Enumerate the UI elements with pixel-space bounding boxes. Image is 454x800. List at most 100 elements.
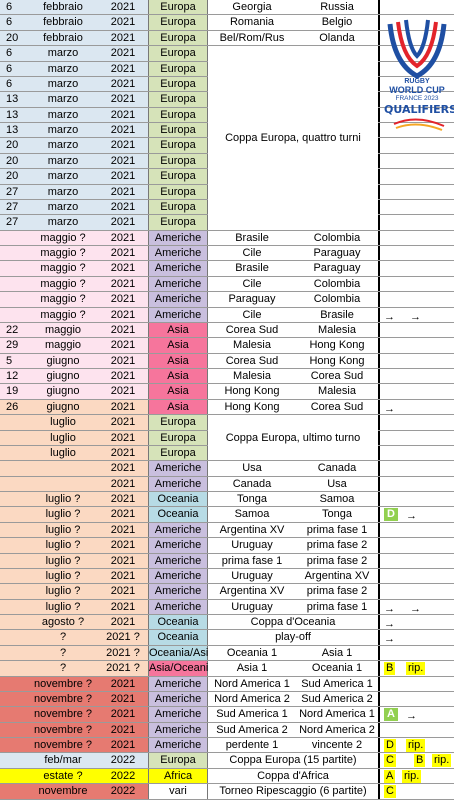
team2-cell: Hong Kong bbox=[296, 353, 378, 368]
extra-cell bbox=[378, 722, 454, 737]
extra-cell bbox=[378, 430, 454, 445]
rip-label: rip. bbox=[406, 739, 426, 752]
year-cell: 2021 bbox=[110, 508, 136, 521]
extra-cell bbox=[378, 476, 454, 491]
day-cell: 12 bbox=[6, 370, 19, 382]
month-cell: maggio ? bbox=[40, 262, 86, 275]
table-row: 2021 Americhe Canada Usa bbox=[0, 476, 454, 492]
region-cell: Europa bbox=[148, 169, 208, 184]
day-cell bbox=[0, 415, 28, 429]
region-cell: Americhe bbox=[148, 246, 208, 261]
table-row: luglio ? 2021 Americhe prima fase 1 prima fa… bbox=[0, 553, 454, 569]
region-cell: Europa bbox=[148, 123, 208, 138]
day-cell: 29 bbox=[6, 339, 19, 352]
region-cell: Europa bbox=[148, 153, 208, 169]
region-cell: Asia bbox=[148, 384, 208, 399]
month-cell: maggio ? bbox=[40, 231, 86, 244]
day-cell: 27 bbox=[6, 185, 19, 198]
extra-cell bbox=[378, 415, 454, 430]
month-cell: marzo bbox=[47, 216, 79, 229]
year-cell: 2021 bbox=[110, 400, 136, 413]
year-cell: 2021 bbox=[110, 277, 136, 290]
team1-cell: Sud America 1 bbox=[208, 707, 296, 722]
team1-cell: Nord America 2 bbox=[208, 691, 296, 707]
year-cell: 2021 bbox=[110, 431, 136, 444]
badge-a: A bbox=[384, 708, 398, 722]
region-cell: Americhe bbox=[148, 522, 208, 538]
extra-cell bbox=[378, 584, 454, 599]
rip-label: rip. bbox=[402, 769, 422, 783]
table-row: luglio ? 2021 Americhe Argentina XV prima fa… bbox=[0, 584, 454, 600]
month-cell: ? bbox=[59, 646, 67, 659]
region-cell: Oceania/Asia bbox=[148, 645, 215, 661]
team2-cell: vincente 2 bbox=[296, 738, 378, 753]
day-cell bbox=[0, 461, 28, 475]
month-cell: maggio ? bbox=[40, 293, 86, 306]
year-cell: 2021 bbox=[110, 323, 136, 336]
logo-qualifiers: QUALIFIERS bbox=[384, 103, 454, 116]
region-cell: Americhe bbox=[148, 707, 208, 722]
day-cell bbox=[0, 600, 28, 614]
region-cell: Americhe bbox=[148, 584, 208, 599]
team1-cell: Nord America 1 bbox=[208, 676, 296, 691]
region-cell: Africa bbox=[148, 768, 208, 784]
region-cell: Europa bbox=[148, 30, 208, 46]
region-cell: Asia bbox=[148, 353, 208, 368]
year-cell: 2021 bbox=[110, 339, 136, 352]
day-cell bbox=[0, 292, 28, 306]
month-cell: marzo bbox=[47, 154, 79, 167]
team1-cell: Argentina XV bbox=[208, 522, 296, 538]
table-row: maggio ? 2021 Americhe Brasile Paraguay bbox=[0, 261, 454, 277]
extra-cell bbox=[378, 553, 454, 568]
team1-cell: Corea Sud bbox=[208, 322, 296, 338]
region-cell: Europa bbox=[148, 15, 208, 30]
team1-cell: Samoa bbox=[208, 507, 296, 522]
region-cell: Europa bbox=[148, 199, 208, 215]
europe-four-rounds-cell: Coppa Europa, quattro turni bbox=[208, 46, 378, 230]
year-cell: 2021 bbox=[110, 308, 136, 321]
team2-cell: Olanda bbox=[296, 30, 378, 46]
year-cell: 2021 bbox=[110, 539, 136, 552]
team2-cell: Corea Sud bbox=[296, 399, 378, 415]
team1-cell: Uruguay bbox=[208, 568, 296, 584]
day-cell: 27 bbox=[6, 200, 19, 213]
day-cell bbox=[0, 261, 28, 275]
region-cell: Europa bbox=[148, 184, 208, 199]
year-cell: 2021 bbox=[110, 1, 136, 13]
region-cell: Americhe bbox=[148, 553, 208, 568]
table-row: novembre ? 2021 Americhe Sud America 1 Nord … bbox=[0, 707, 454, 723]
table-row: agosto ? 2021 Oceania Coppa d'Oceania → bbox=[0, 615, 454, 631]
rwc-logo-mark-icon bbox=[387, 19, 447, 131]
team2-cell: prima fase 2 bbox=[296, 584, 378, 599]
team2-cell: Paraguay bbox=[296, 246, 378, 261]
day-cell: 13 bbox=[6, 93, 19, 106]
arrow-right-icon: → bbox=[410, 602, 421, 615]
team2-cell: Colombia bbox=[296, 276, 378, 292]
month-cell: luglio ? bbox=[45, 600, 81, 613]
team1-cell: Tonga bbox=[208, 492, 296, 507]
team2-cell: Brasile bbox=[296, 307, 378, 322]
month-cell: novembre ? bbox=[33, 708, 93, 721]
day-cell bbox=[0, 477, 28, 491]
year-cell: 2021 bbox=[110, 723, 136, 736]
team1-cell: Brasile bbox=[208, 230, 296, 245]
day-cell bbox=[0, 431, 28, 445]
table-row: luglio ? 2021 Americhe Uruguay prima fase 2 bbox=[0, 538, 454, 554]
year-cell: 2021 bbox=[110, 216, 136, 229]
month-cell: novembre bbox=[38, 785, 88, 798]
year-cell: 2021 bbox=[110, 585, 136, 598]
match-span-cell: play-off bbox=[208, 630, 378, 645]
region-cell: vari bbox=[148, 784, 208, 799]
extra-cell bbox=[378, 153, 454, 169]
logo-france: FRANCE 2023 bbox=[395, 95, 439, 102]
extra-cell bbox=[378, 568, 454, 584]
rwc-qualifiers-logo: RUGBY WORLD CUP FRANCE 2023 QUALIFIERS bbox=[384, 14, 454, 144]
arrow-right-icon: → bbox=[406, 510, 417, 523]
month-cell: ? bbox=[59, 631, 67, 644]
month-cell: novembre ? bbox=[33, 739, 93, 751]
match-span-cell: Torneo Ripescaggio (6 partite) bbox=[208, 784, 378, 799]
year-cell: 2021 bbox=[110, 93, 136, 106]
year-cell: 2021 bbox=[110, 108, 136, 121]
year-cell: 2021 bbox=[110, 569, 136, 582]
